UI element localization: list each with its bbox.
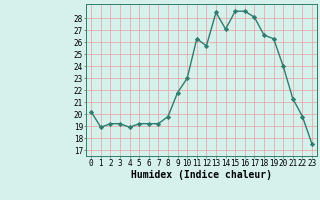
X-axis label: Humidex (Indice chaleur): Humidex (Indice chaleur) <box>131 170 272 180</box>
